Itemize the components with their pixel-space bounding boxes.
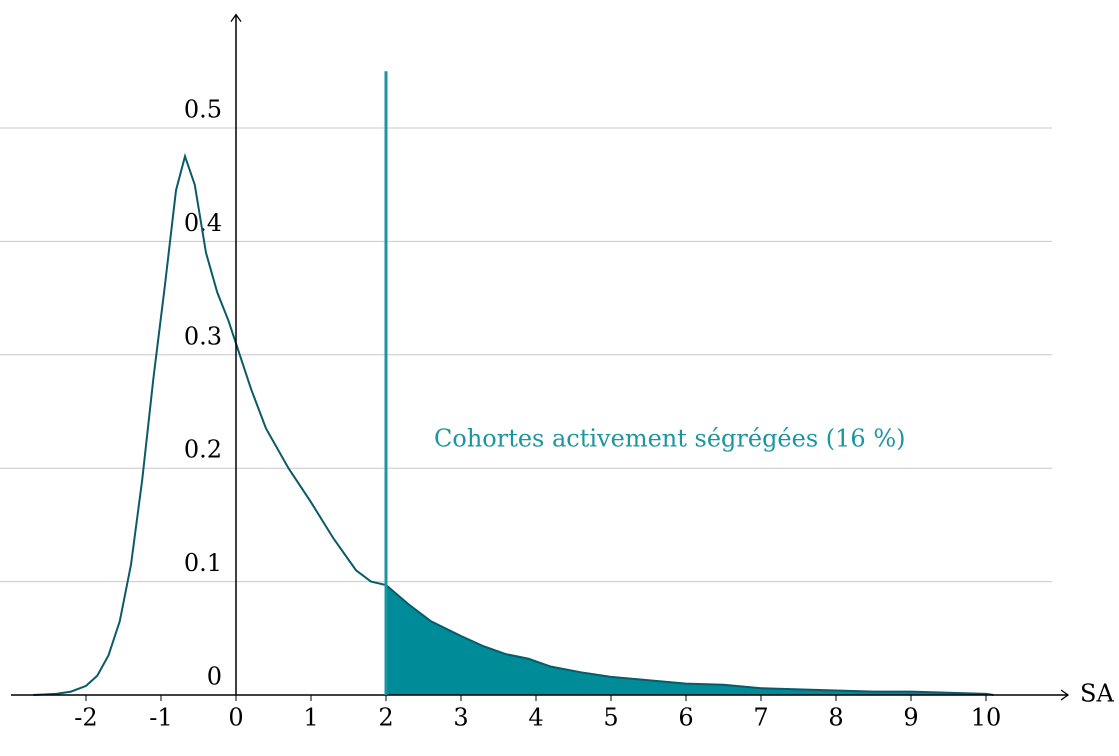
x-axis-label: SA: [1080, 680, 1114, 708]
annotation: Cohortes activement ségrégées (16 %): [434, 425, 905, 453]
plot: 00.10.20.30.40.5-2 -1 0 1 2 3 4 5 6 7 8 9 10: [0, 13, 1070, 732]
x-tick-label: 7: [753, 704, 768, 732]
x-tick-label: 4: [528, 704, 543, 732]
x-tick-label: -1: [149, 704, 172, 732]
x-tick-label: 9: [903, 704, 918, 732]
x-tick-label: 8: [828, 704, 843, 732]
x-tick-label: 3: [453, 704, 468, 732]
x-tick-label: 10: [971, 704, 1002, 732]
y-tick-label: 0: [207, 663, 222, 691]
x-tick-label: 6: [678, 704, 693, 732]
x-tick-label: 5: [603, 704, 618, 732]
x-tick-label: 1: [303, 704, 318, 732]
y-axis-arrow: [230, 13, 242, 22]
density-line: [33, 152, 994, 696]
y-tick-label: 0.5: [184, 96, 222, 124]
x-tick-label: -2: [74, 704, 97, 732]
y-tick-label: 0.2: [184, 436, 222, 464]
shaded-area: [386, 585, 994, 695]
x-tick-label: 2: [378, 704, 393, 732]
x-tick-label: 0: [228, 704, 243, 732]
y-tick-label: 0.1: [184, 549, 222, 577]
x-axis-arrow: [1060, 689, 1070, 701]
y-tick-label: 0.3: [184, 322, 222, 350]
